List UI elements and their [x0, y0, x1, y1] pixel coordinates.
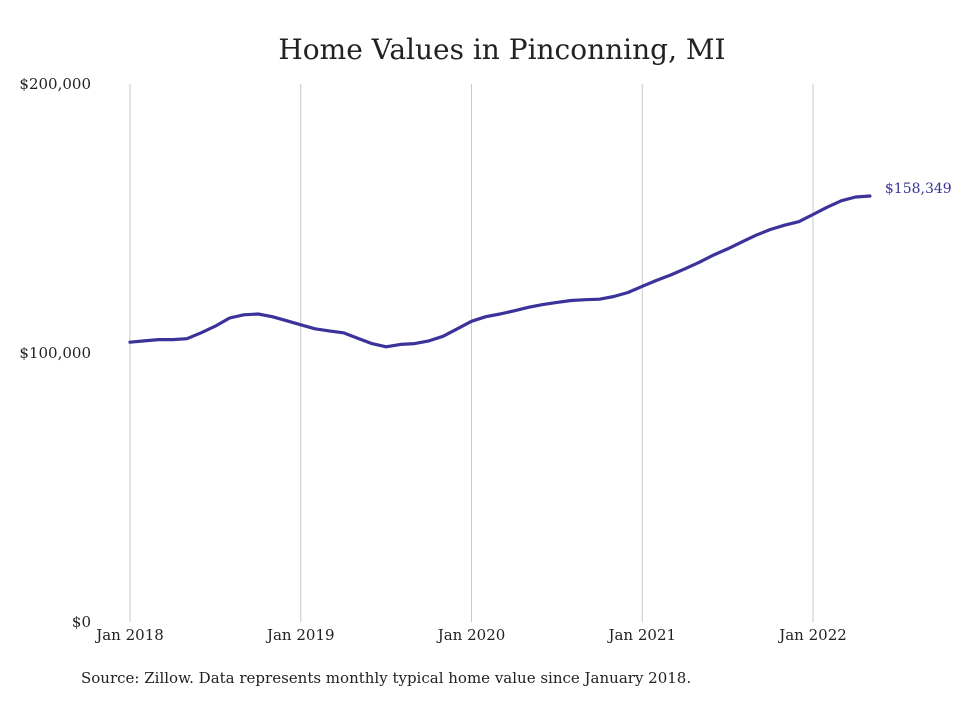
source-note: Source: Zillow. Data represents monthly …: [81, 669, 691, 687]
data-point-2018-08: [229, 317, 231, 319]
data-point-2021-06: [712, 254, 715, 256]
data-point-2019-04: [342, 332, 344, 334]
data-point-2018-06: [200, 332, 202, 334]
data-point-2018-07: [214, 325, 216, 327]
data-point-2021-11: [783, 224, 786, 226]
vertical-gridlines: [129, 84, 814, 622]
data-point-2020-09: [584, 299, 586, 301]
data-point-2019-03: [328, 330, 330, 332]
data-point-2020-02: [485, 316, 487, 318]
x-tick-label: Jan 2019: [265, 626, 335, 644]
data-point-2019-08: [399, 343, 401, 345]
data-point-2022-02: [826, 206, 828, 208]
data-point-2021-10: [769, 228, 771, 231]
data-point-2018-09: [243, 314, 245, 316]
data-point-2021-02: [655, 279, 658, 281]
data-point-2019-12: [456, 328, 458, 330]
data-point-2019-01: [300, 324, 302, 326]
data-point-2020-04: [513, 310, 515, 312]
data-point-2020-08: [570, 299, 572, 302]
x-tick-label: Jan 2018: [94, 626, 164, 644]
data-point-2020-01: [470, 320, 473, 322]
data-point-2021-03: [670, 274, 672, 276]
data-point-2019-07: [385, 346, 387, 348]
data-point-2021-04: [684, 268, 686, 270]
data-point-2021-07: [727, 248, 729, 250]
series-layer: [128, 194, 872, 349]
data-point-2020-10: [599, 298, 601, 300]
data-point-2020-11: [613, 295, 615, 298]
data-point-2020-06: [542, 304, 544, 306]
data-point-2018-05: [186, 338, 188, 340]
data-point-2019-02: [314, 328, 316, 330]
data-point-2021-09: [755, 234, 757, 236]
data-point-2022-03: [840, 200, 843, 202]
data-point-2021-12: [798, 221, 800, 223]
data-point-2018-03: [157, 339, 160, 341]
data-point-2018-10: [257, 313, 259, 315]
data-point-2021-01: [641, 285, 643, 287]
data-point-2018-04: [172, 339, 174, 341]
data-point-2022-05: [869, 195, 871, 197]
y-tick-label: $100,000: [19, 344, 91, 362]
data-point-2018-02: [143, 340, 145, 342]
y-axis: $0 $100,000 $200,000: [19, 75, 91, 631]
x-tick-label: Jan 2022: [777, 626, 847, 644]
data-point-2018-12: [285, 320, 288, 322]
data-point-2022-04: [855, 196, 857, 198]
x-tick-label: Jan 2020: [436, 626, 506, 644]
data-point-2020-07: [556, 301, 558, 303]
y-tick-label: $0: [72, 613, 91, 631]
data-point-2022-01: [812, 213, 814, 216]
x-axis: Jan 2018 Jan 2019 Jan 2020 Jan 2021 Jan 2022: [94, 626, 847, 644]
data-point-2019-06: [371, 343, 373, 345]
data-point-2019-11: [442, 335, 444, 337]
chart-title: Home Values in Pinconning, MI: [278, 33, 725, 66]
data-point-2021-05: [698, 261, 700, 263]
home-value-line: [128, 194, 872, 349]
y-tick-label: $200,000: [19, 75, 91, 93]
data-point-2020-05: [527, 306, 530, 308]
data-point-2018-01: [129, 341, 131, 343]
data-point-2019-05: [357, 337, 359, 339]
x-tick-label: Jan 2021: [606, 626, 676, 644]
data-point-2019-10: [428, 340, 430, 342]
data-point-2020-12: [627, 291, 629, 294]
data-point-2020-03: [499, 313, 501, 315]
data-point-2018-11: [271, 316, 273, 318]
end-value-label: $158,349: [885, 181, 952, 197]
data-point-2019-09: [414, 343, 416, 345]
data-point-2021-08: [741, 241, 743, 243]
